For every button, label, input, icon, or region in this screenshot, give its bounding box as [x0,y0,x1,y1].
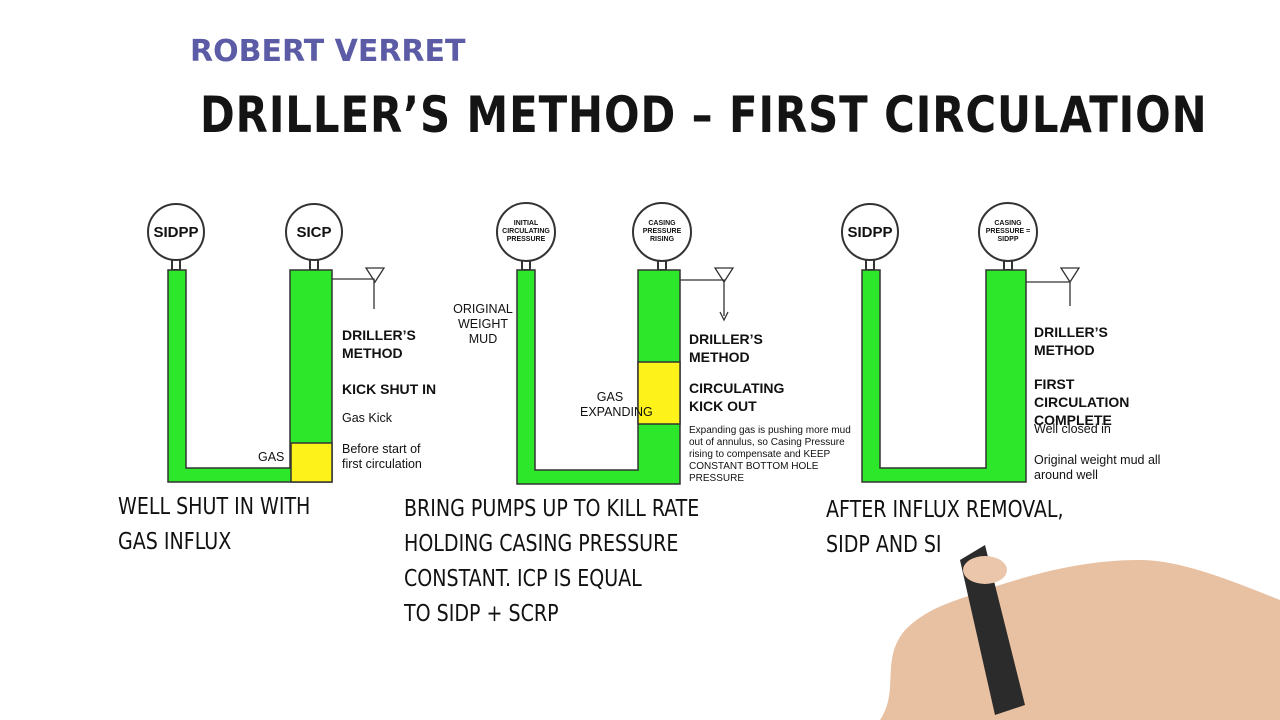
marker [960,545,1025,715]
caption: TO SIDP + SCRP [404,601,559,627]
hand-shape [880,560,1280,720]
gauge-label: SICP [296,223,332,241]
gas-slug [637,361,681,425]
gauge-label: SIDPP [847,223,893,241]
flow-line [1026,267,1081,306]
note: Before start of first circulation [342,442,422,471]
finger [963,556,1007,584]
note: DRILLER’S METHOD [1034,324,1108,358]
gauge [978,202,1038,262]
gauge-stems [171,260,1013,271]
gas-label: GAS EXPANDING [580,390,653,419]
caption: CONSTANT. ICP IS EQUAL [404,566,642,592]
title: DRILLER’S METHOD – FIRST CIRCULATION [200,86,1208,144]
gauge-label: CASING PRESSURE = SIDPP [985,220,1031,243]
flow-lines [332,267,1081,322]
hand [880,545,1280,720]
gauge [147,203,205,261]
caption: AFTER INFLUX REMOVAL, [826,497,1064,523]
u-tube [516,269,681,485]
note: Gas Kick [342,411,393,425]
flow-line [332,267,386,309]
author: ROBERT VERRET [190,34,466,69]
caption: WELL SHUT IN WITH [118,494,311,520]
gas-slug [290,442,333,483]
flow-line [680,267,735,322]
u-tube [167,269,333,483]
note: FIRST CIRCULATION COMPLETE [1034,376,1130,428]
note: Well closed in [1034,422,1111,436]
gas-label: GAS [258,450,285,464]
note: KICK SHUT IN [342,381,437,397]
gauge-label: SIDPP [153,223,199,241]
note: DRILLER’S METHOD [342,327,416,361]
gauge [285,203,343,261]
note: Expanding gas is pushing more mud out of… [689,425,851,484]
caption: HOLDING CASING PRESSURE [404,531,679,557]
caption: BRING PUMPS UP TO KILL RATE [404,496,700,522]
gauge-label: INITIAL CIRCULATING PRESSURE [502,220,550,243]
gauge-label: CASING PRESSURE RISING [642,220,682,243]
gauges [147,202,1038,271]
u-tube [861,269,1027,483]
gauge [632,202,692,262]
note: CIRCULATING KICK OUT [689,380,785,414]
side-label: ORIGINAL WEIGHT MUD [453,302,513,346]
gauge [496,202,556,262]
caption: SIDP AND SI [826,532,942,558]
caption: GAS INFLUX [118,529,232,555]
u-tubes [167,269,1027,485]
note: DRILLER’S METHOD [689,331,763,365]
gauge [841,203,899,261]
note: Original weight mud all around well [1034,453,1161,482]
